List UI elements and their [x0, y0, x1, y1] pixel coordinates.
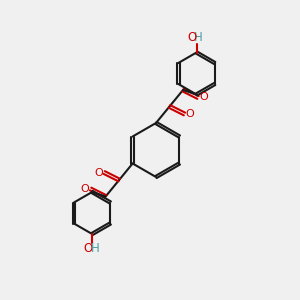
Text: H: H — [91, 242, 100, 256]
Text: O: O — [199, 92, 208, 103]
Text: O: O — [188, 31, 196, 44]
Text: O: O — [83, 242, 92, 256]
Text: O: O — [185, 109, 194, 119]
Text: O: O — [81, 184, 90, 194]
Text: O: O — [94, 167, 103, 178]
Text: H: H — [194, 31, 202, 44]
